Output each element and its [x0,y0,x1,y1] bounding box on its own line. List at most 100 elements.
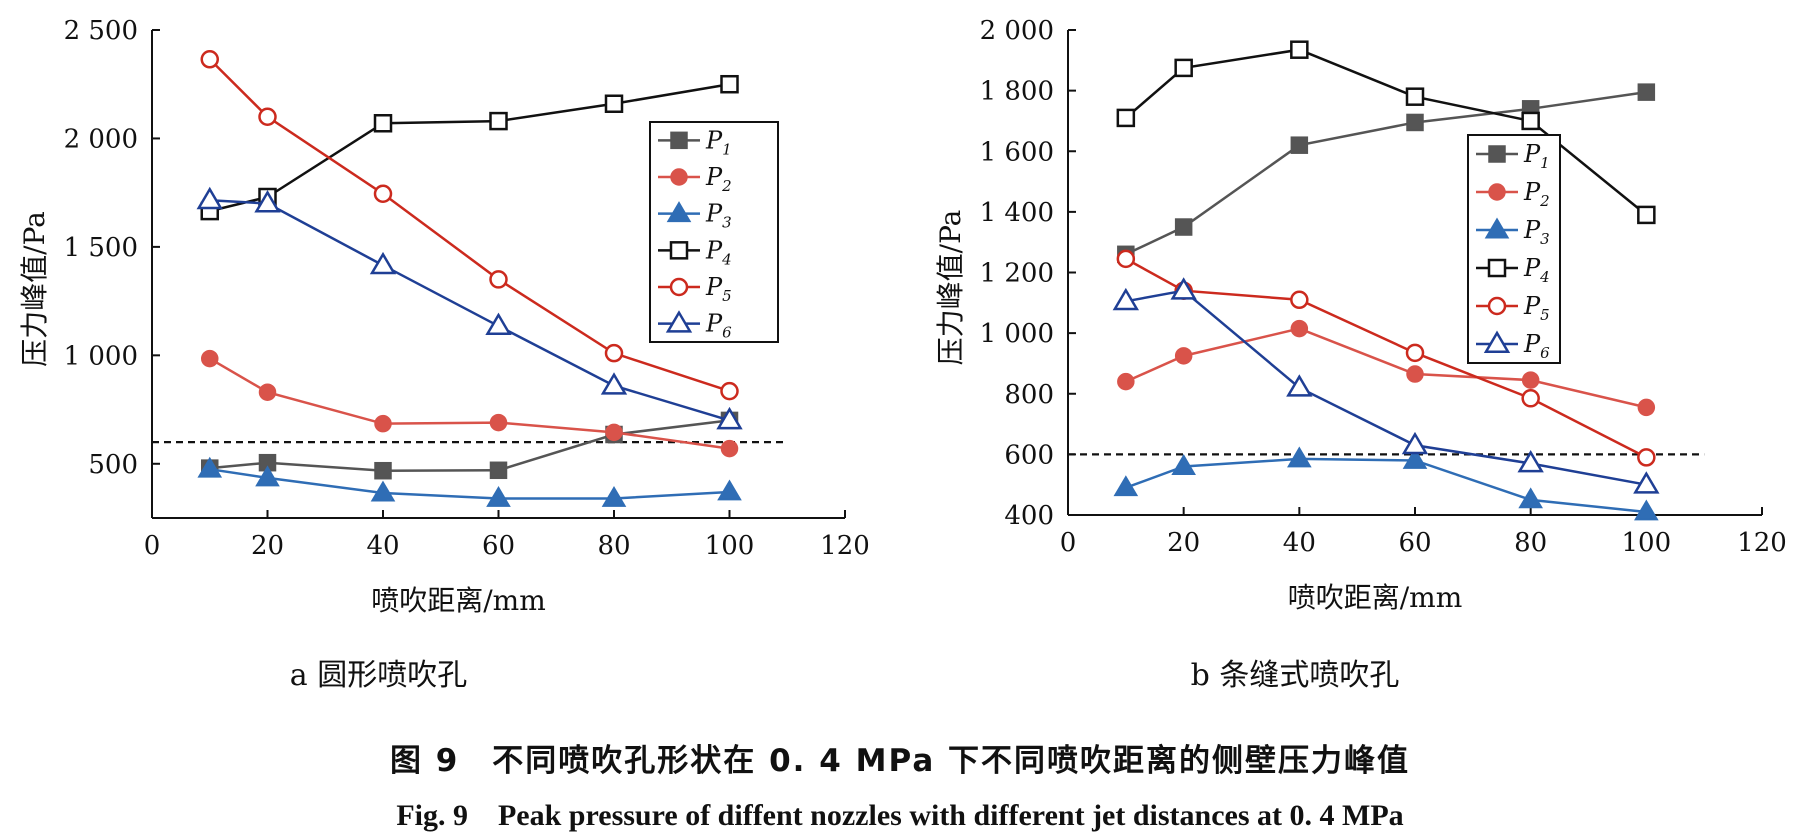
series-P2-point [1290,319,1309,338]
subplot-caption: a 圆形喷吹孔 [290,658,467,693]
series-P1-point [374,461,392,480]
y-tick-label: 1 200 [980,259,1054,289]
legend-swatch-marker [1484,217,1510,239]
series-P4-point [1116,108,1136,128]
legend-swatch-marker [669,277,689,297]
series-P6-point [254,190,281,213]
series-P3-point [255,465,280,487]
series-P1-line [1125,90,1647,256]
series-P4-point [1521,111,1540,131]
y-tick-label: 2 500 [64,16,138,46]
series-P2-point [1521,371,1540,389]
legend-swatch-marker [670,168,688,186]
chart-a: 0 20 40 60 80 100 120 500 1 000 1 500 2 000 2 500 喷吹… [18,16,870,693]
chart-b: 0 20 40 60 80 100 120 400 600 800 1 000 1 200 1 400 1… [934,16,1787,693]
legend-label: P1 [705,126,732,158]
series-P5-point [1637,448,1656,467]
series-P5-point [604,343,624,363]
series-P3-point [717,479,742,501]
series-P6-point [716,406,743,430]
y-tick-label: 1 800 [980,77,1054,107]
series-P5-point [373,184,393,204]
y-tick-label: 1 500 [64,233,138,263]
y-tick-label: 400 [1004,501,1054,531]
x-tick-label: 80 [1514,528,1547,558]
series-P6-point [1633,471,1660,494]
series-P5-point [200,50,219,69]
series-P5-point [1405,343,1425,363]
x-tick-label: 120 [820,531,870,561]
series-P2-point [201,349,219,368]
y-tick-label: 1 400 [980,198,1054,228]
x-tick-label: 100 [1622,528,1672,558]
series-P1-point [1290,136,1309,154]
series-P1-line [209,419,730,472]
series-P4-point [1405,87,1425,106]
series-P5-point [1290,290,1309,310]
series-P2-point [720,439,739,458]
y-tick-label: 2 000 [64,124,138,154]
series-P2-line [1125,327,1647,409]
series-P6-point [369,251,397,275]
series-P3-line [1125,457,1647,514]
legend-box [1467,134,1561,364]
legend-swatch-marker [1487,296,1507,316]
series-P3-point [1113,475,1139,497]
series-P4-point [1637,205,1656,225]
series-P6-point [1286,374,1313,397]
x-tick-label: 20 [251,531,284,561]
series-P3-point [1518,487,1543,509]
x-tick-label: 80 [597,531,630,561]
x-tick-label: 0 [144,531,161,561]
series-P4-line [1125,48,1648,216]
series-P1-point [489,461,508,480]
series-P3-point [486,486,511,507]
x-tick-label: 40 [366,531,399,561]
legend-swatch-marker [669,241,689,260]
series-P2-point [1117,372,1135,391]
series-P6-line [209,199,730,422]
series-P5-line [1125,257,1647,459]
y-tick-label: 2 000 [980,16,1054,46]
series-P4-point [1290,40,1309,59]
series-P3-point [1634,499,1659,521]
y-axis-title: 压力峰值/Pa [18,211,51,367]
series-P1-point [1174,218,1193,236]
x-axis-title: 喷吹距离/mm [371,584,546,617]
y-tick-label: 500 [88,450,138,480]
series-P2-point [489,413,508,432]
series-P4-line [209,82,730,213]
series-P3-point [1287,446,1312,468]
series-P2-point [1406,365,1424,383]
figure-caption-en: Fig. 9 Peak pressure of diffent nozzles … [396,799,1404,832]
series-P6-point [1401,431,1429,455]
series-P4-point [1174,58,1193,78]
series-P3-point [370,480,396,502]
series-P6-point [1170,277,1197,300]
y-tick-label: 1 600 [980,137,1054,167]
y-tick-label: 600 [1004,440,1054,470]
series-P5-point [1116,249,1136,269]
legend-label: P3 [705,200,732,232]
x-tick-label: 60 [482,531,515,561]
x-axis-title: 喷吹距离/mm [1288,581,1463,614]
series-P2-point [1637,398,1656,417]
x-tick-label: 0 [1060,528,1077,558]
legend-swatch-marker [1483,330,1511,353]
series-P6-point [600,372,628,395]
x-tick-label: 20 [1167,528,1200,558]
series-P4-point [489,111,508,131]
series-P3-point [601,486,627,507]
series-P2-point [374,414,392,433]
series-P6-point [485,312,512,336]
series-P5-point [1521,389,1540,408]
series-P5-point [258,107,277,127]
series-P6-point [1517,450,1544,473]
legend-swatch-marker [665,310,693,333]
y-tick-label: 1 000 [980,319,1054,349]
y-axis-title: 压力峰值/Pa [934,210,967,366]
series-P2-point [605,423,623,442]
x-tick-label: 60 [1398,528,1431,558]
legend-label: P5 [1523,292,1550,324]
legend-swatch-marker [666,201,692,223]
